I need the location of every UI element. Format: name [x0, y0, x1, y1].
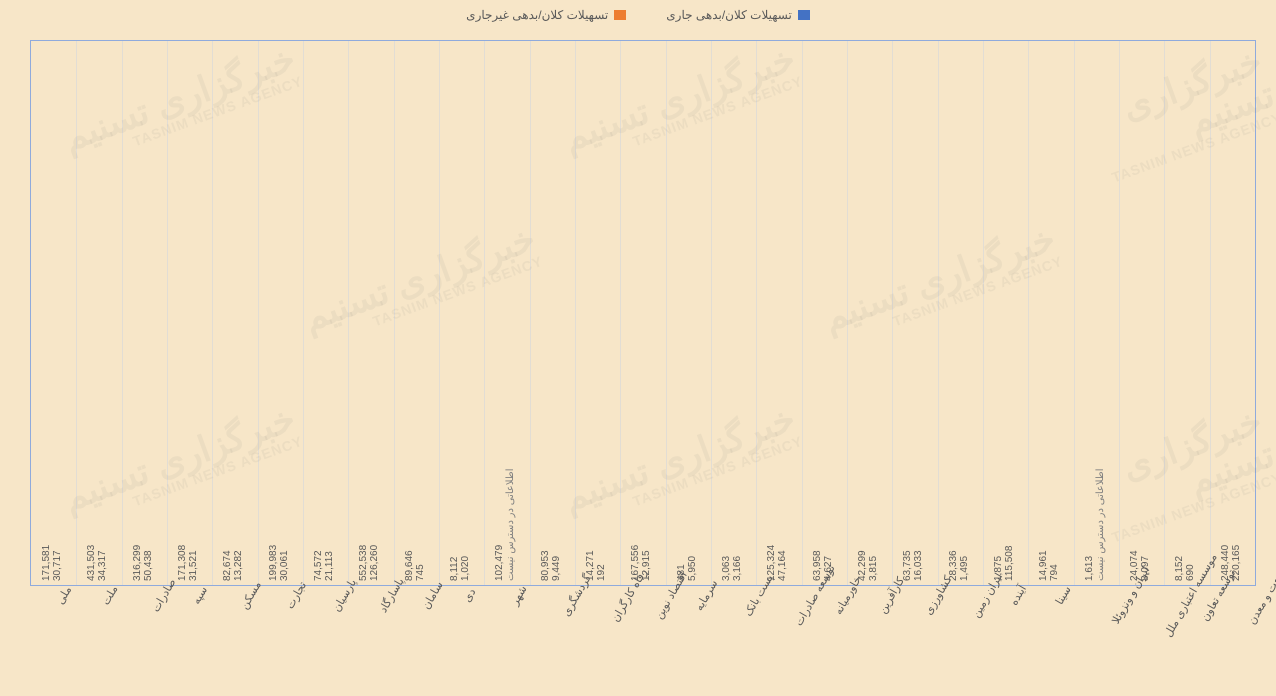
gridline: [1074, 41, 1075, 585]
gridline: [76, 41, 77, 585]
legend-label-1: تسهیلات کلان/بدهی جاری: [666, 8, 792, 22]
bar-value-label: 3,063: [721, 556, 732, 581]
gridline: [892, 41, 893, 585]
x-axis-label: آینده: [1007, 583, 1029, 608]
bar-value-label: 171,581: [41, 545, 52, 581]
no-data-label: اطلاعاتی در دسترس نیست: [1095, 468, 1106, 581]
bar-value-label: 47,164: [777, 550, 788, 581]
gridline: [938, 41, 939, 585]
bar-value-label: 74,572: [313, 550, 324, 581]
gridline: [1210, 41, 1211, 585]
bar-value-label: 34,317: [97, 550, 108, 581]
gridline: [258, 41, 259, 585]
bar-value-label: 30,061: [279, 550, 290, 581]
gridline: [394, 41, 395, 585]
bar-value-label: 115,508: [1004, 546, 1015, 581]
gridline: [802, 41, 803, 585]
gridline: [348, 41, 349, 585]
legend-label-2: تسهیلات کلان/بدهی غیرجاری: [466, 8, 608, 22]
x-axis-label: شهر: [508, 583, 529, 607]
gridline: [212, 41, 213, 585]
x-axis-labels: ملیملتصادراتسپهمسکنتجارتپارسیانپاسارگادس…: [30, 586, 1256, 696]
gridline: [666, 41, 667, 585]
bar-value-label: 13,282: [233, 550, 244, 581]
gridline: [847, 41, 848, 585]
bar-value-label: 8,152: [1174, 556, 1185, 581]
bar-value-label: 80,953: [540, 550, 551, 581]
bar-value-label: 14,961: [1038, 550, 1049, 581]
gridline: [575, 41, 576, 585]
legend: تسهیلات کلان/بدهی جاری تسهیلات کلان/بدهی…: [0, 0, 1276, 26]
gridline: [122, 41, 123, 585]
bar-value-label: 794: [1049, 564, 1060, 581]
bar-value-label: 102,479: [494, 545, 505, 581]
bar-value-label: 1,613: [1084, 556, 1095, 581]
gridline: [303, 41, 304, 585]
bar-value-label: 16,033: [913, 550, 924, 581]
x-axis-label: ملت: [99, 583, 120, 607]
gridline: [1164, 41, 1165, 585]
bar-value-label: 9,449: [551, 556, 562, 581]
bar-value-label: 1,020: [460, 556, 471, 581]
bar-value-label: 89,646: [404, 550, 415, 581]
bar-value-label: 3,815: [868, 556, 879, 581]
bar-value-label: 50,438: [143, 550, 154, 581]
bar-value-label: 1,495: [959, 556, 970, 581]
bar-value-label: 552,538: [358, 545, 369, 581]
bar-value-label: 316,299: [132, 545, 143, 581]
no-data-label: اطلاعاتی در دسترس نیست: [505, 468, 516, 581]
bar-value-label: 192: [596, 564, 607, 581]
gridline: [711, 41, 712, 585]
bar-value-label: 126,260: [369, 545, 380, 581]
x-axis-label: ملی: [53, 584, 74, 607]
x-axis-label: دی: [461, 586, 479, 604]
bar-value-label: 745: [415, 564, 426, 581]
gridline: [439, 41, 440, 585]
chart-plot-area: 171,58130,717 431,50334,317 316,29950,438 1…: [30, 40, 1256, 586]
legend-swatch-2: [614, 10, 626, 20]
legend-item-series1: تسهیلات کلان/بدهی جاری: [666, 8, 810, 22]
bar-value-label: 3,166: [732, 556, 743, 581]
gridline: [530, 41, 531, 585]
legend-item-series2: تسهیلات کلان/بدهی غیرجاری: [466, 8, 626, 22]
bar-value-label: 63,735: [902, 550, 913, 581]
bar-value-label: 199,983: [268, 545, 279, 581]
x-axis-label: سینا: [1052, 584, 1073, 607]
gridline: [620, 41, 621, 585]
bar-value-label: 8,112: [449, 557, 460, 581]
gridline: [1119, 41, 1120, 585]
gridline: [983, 41, 984, 585]
bar-value-label: 171,308: [177, 545, 188, 581]
legend-swatch-1: [798, 10, 810, 20]
gridline: [167, 41, 168, 585]
gridline: [484, 41, 485, 585]
bar-value-label: 431,503: [86, 545, 97, 581]
bar-value-label: 31,521: [188, 550, 199, 581]
bar-value-label: 82,674: [222, 550, 233, 581]
bar-value-label: 30,717: [52, 550, 63, 581]
x-axis-label: سپه: [190, 584, 210, 606]
gridline: [756, 41, 757, 585]
bar-value-label: 21,113: [324, 551, 335, 581]
gridline: [1028, 41, 1029, 585]
